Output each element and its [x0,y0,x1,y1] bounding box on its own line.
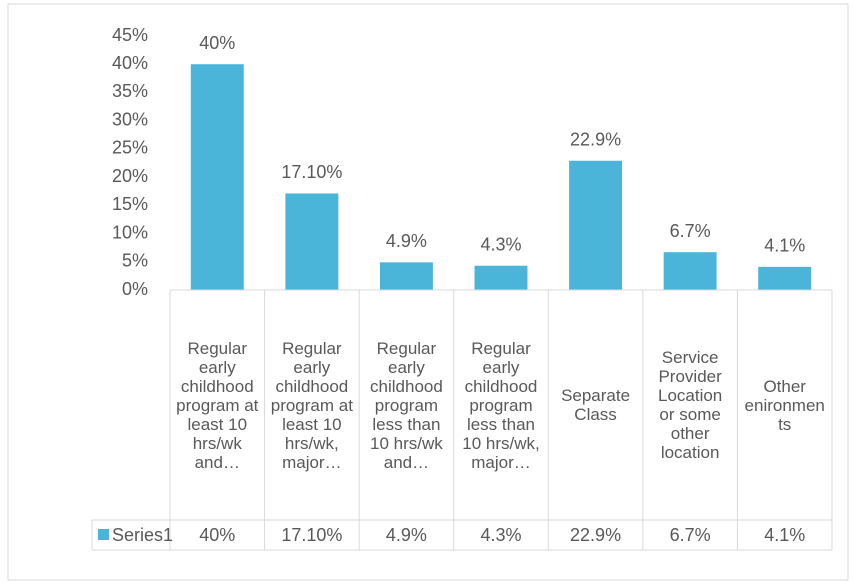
table-value: 22.9% [548,520,643,550]
x-tick-label: Regular early childhood program less tha… [454,290,549,520]
y-tick-label: 40% [112,53,148,73]
legend-marker [98,529,109,540]
table-value-text: 6.7% [669,525,711,545]
table-value-text: 40% [199,525,236,545]
table-value-text: 4.3% [480,525,522,545]
x-tick-label: Separate Class [548,290,643,520]
table-value-text: 4.1% [764,525,806,545]
legend-label: Series1 [112,525,173,545]
x-tick-label-text: Regular early childhood program at least… [270,338,353,472]
data-label: 4.1% [764,236,805,256]
table-value-text: 22.9% [570,525,622,545]
bar [663,252,717,290]
bar [190,64,244,290]
y-tick-label: 35% [112,81,148,101]
y-tick-label: 5% [122,251,148,271]
y-tick-label: 10% [112,222,148,242]
x-tick-label: Service Provider Location or some other … [643,290,738,520]
x-tick-label: Other enironments [737,290,832,520]
data-label: 4.3% [480,234,521,254]
x-tick-label-text: Other enironments [744,376,825,434]
bar [569,160,623,290]
data-label: 22.9% [570,129,621,149]
x-tick-label-text: Separate Class [561,386,631,424]
table-value: 4.9% [359,520,454,550]
bar [758,266,812,290]
x-tick-label: Regular early childhood program at least… [265,290,360,520]
y-tick-label: 30% [112,109,148,129]
x-tick-label-text: Service Provider Location or some other … [657,348,723,462]
table-value: 6.7% [643,520,738,550]
table-value: 40% [170,520,265,550]
table-value-text: 4.9% [385,525,427,545]
table-value: 4.3% [454,520,549,550]
x-tick-label-text: Regular early childhood program at least… [176,338,259,472]
data-label: 17.10% [281,162,342,182]
table-value: 17.10% [265,520,360,550]
x-tick-label-text: Regular early childhood program less tha… [462,338,540,472]
table-value-text: 17.10% [281,525,343,545]
y-tick-label: 15% [112,194,148,214]
y-tick-label: 25% [112,138,148,158]
x-tick-label: Regular early childhood program at least… [170,290,265,520]
y-tick-label: 45% [112,25,148,45]
x-tick-label-text: Regular early childhood program less tha… [370,338,443,472]
bar [474,265,528,290]
x-tick-label: Regular early childhood program less tha… [359,290,454,520]
table-value: 4.1% [737,520,832,550]
data-label: 4.9% [386,231,427,251]
data-label: 40% [199,33,235,53]
y-tick-label: 20% [112,166,148,186]
chart-border [7,3,849,581]
bar [285,193,339,290]
bar [379,262,433,290]
y-tick-label: 0% [122,279,148,299]
data-label: 6.7% [670,221,711,241]
